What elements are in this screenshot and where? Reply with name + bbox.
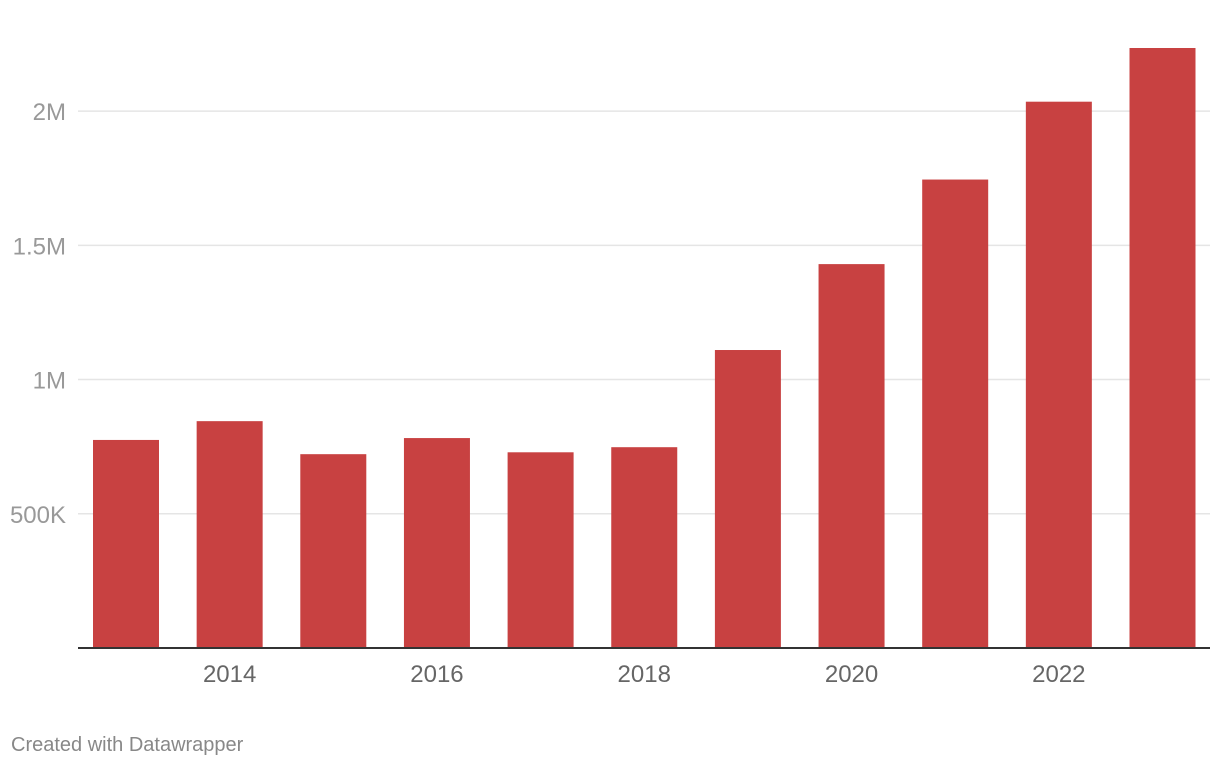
tick-labels: 500K 1M 1.5M 2M 2014 2016 2018 2020 2022 — [10, 99, 1086, 688]
bar — [93, 439, 159, 648]
bar — [1025, 101, 1092, 648]
bars — [93, 48, 1196, 648]
bar — [196, 421, 263, 648]
x-tick-label: 2016 — [410, 661, 463, 688]
bar — [507, 452, 574, 648]
x-tick-label: 2014 — [203, 661, 256, 688]
bar — [922, 179, 989, 648]
bar — [300, 454, 367, 648]
bar — [611, 447, 678, 648]
x-tick-label: 2018 — [618, 661, 671, 688]
bar — [403, 438, 470, 648]
bar — [818, 264, 885, 648]
y-tick-label: 500K — [10, 502, 66, 529]
credit-text: Created with Datawrapper — [11, 734, 244, 756]
x-tick-label: 2022 — [1032, 661, 1085, 688]
y-tick-label: 1M — [33, 368, 66, 395]
x-tick-label: 2020 — [825, 661, 878, 688]
bar — [1129, 48, 1196, 648]
y-tick-label: 1.5M — [13, 233, 66, 260]
bar — [714, 350, 781, 648]
bar-chart: 500K 1M 1.5M 2M 2014 2016 2018 2020 2022 — [10, 48, 1210, 688]
y-tick-label: 2M — [33, 99, 66, 126]
